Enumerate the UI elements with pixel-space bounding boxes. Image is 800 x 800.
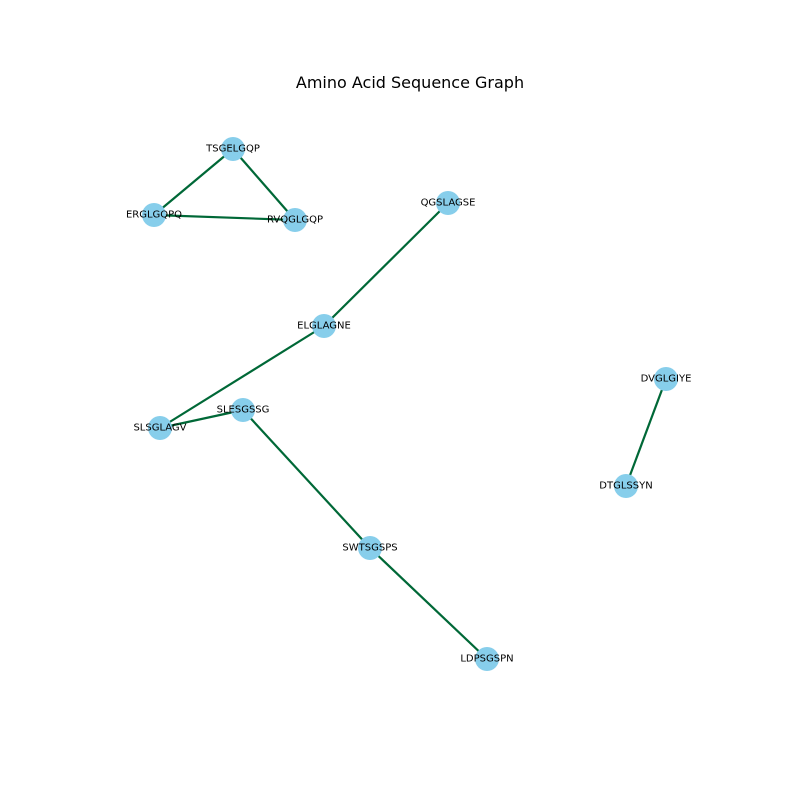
node-label: DTGLSSYN xyxy=(599,481,652,492)
node-elglagne[interactable]: ELGLAGNE xyxy=(297,314,351,338)
node-label: ERGLGQPQ xyxy=(126,210,182,221)
node-circle[interactable] xyxy=(221,137,245,161)
node-circle[interactable] xyxy=(436,191,460,215)
node-slsglagv[interactable]: SLSGLAGV xyxy=(133,416,187,440)
node-label: SLESGSSG xyxy=(217,405,270,416)
node-circle[interactable] xyxy=(142,203,166,227)
graph-title: Amino Acid Sequence Graph xyxy=(296,73,524,92)
node-label: DVGLGIYE xyxy=(641,374,692,385)
node-circle[interactable] xyxy=(148,416,172,440)
nodes-layer: TSGELGQP ERGLGQPQ RVQGLGQP QGSLAGSE ELGLAGNE… xyxy=(126,137,691,671)
node-ldpsgspn[interactable]: LDPSGSPN xyxy=(460,647,514,671)
edge-qgslagse-elglagne xyxy=(323,202,449,327)
node-circle[interactable] xyxy=(231,398,255,422)
node-label: QGSLAGSE xyxy=(421,198,476,209)
edge-slsglagv-slesgssg xyxy=(159,408,244,430)
node-swtsgsps[interactable]: SWTSGSPS xyxy=(342,536,398,560)
node-label: LDPSGSPN xyxy=(460,654,513,665)
edge-swtsgsps-ldpsgspn xyxy=(369,547,488,660)
edge-erglgqpq-rvqglgqp xyxy=(153,213,296,222)
node-tsgelgqp[interactable]: TSGELGQP xyxy=(205,137,260,161)
node-circle[interactable] xyxy=(312,314,336,338)
node-dtglssyn[interactable]: DTGLSSYN xyxy=(599,474,653,498)
node-label: ELGLAGNE xyxy=(297,321,351,332)
edge-tsgelgqp-erglgqpq xyxy=(153,148,234,216)
node-label: TSGELGQP xyxy=(205,144,260,155)
node-label: RVQGLGQP xyxy=(267,215,323,226)
node-circle[interactable] xyxy=(283,208,307,232)
edge-tsgelgqp-rvqglgqp xyxy=(232,148,296,221)
node-label: SWTSGSPS xyxy=(342,543,397,554)
edge-elglagne-slsglagv xyxy=(159,325,325,429)
node-erglgqpq[interactable]: ERGLGQPQ xyxy=(126,203,182,227)
node-rvqglgqp[interactable]: RVQGLGQP xyxy=(267,208,323,232)
edge-dvglgiye-dtglssyn xyxy=(624,378,668,487)
node-circle[interactable] xyxy=(475,647,499,671)
node-circle[interactable] xyxy=(654,367,678,391)
edge-slesgssg-swtsgsps xyxy=(242,409,371,549)
node-qgslagse[interactable]: QGSLAGSE xyxy=(421,191,476,215)
node-circle[interactable] xyxy=(358,536,382,560)
node-circle[interactable] xyxy=(614,474,638,498)
edges-layer xyxy=(153,148,668,660)
node-slesgssg[interactable]: SLESGSSG xyxy=(217,398,270,422)
node-label: SLSGLAGV xyxy=(133,423,186,434)
node-dvglgiye[interactable]: DVGLGIYE xyxy=(641,367,692,391)
